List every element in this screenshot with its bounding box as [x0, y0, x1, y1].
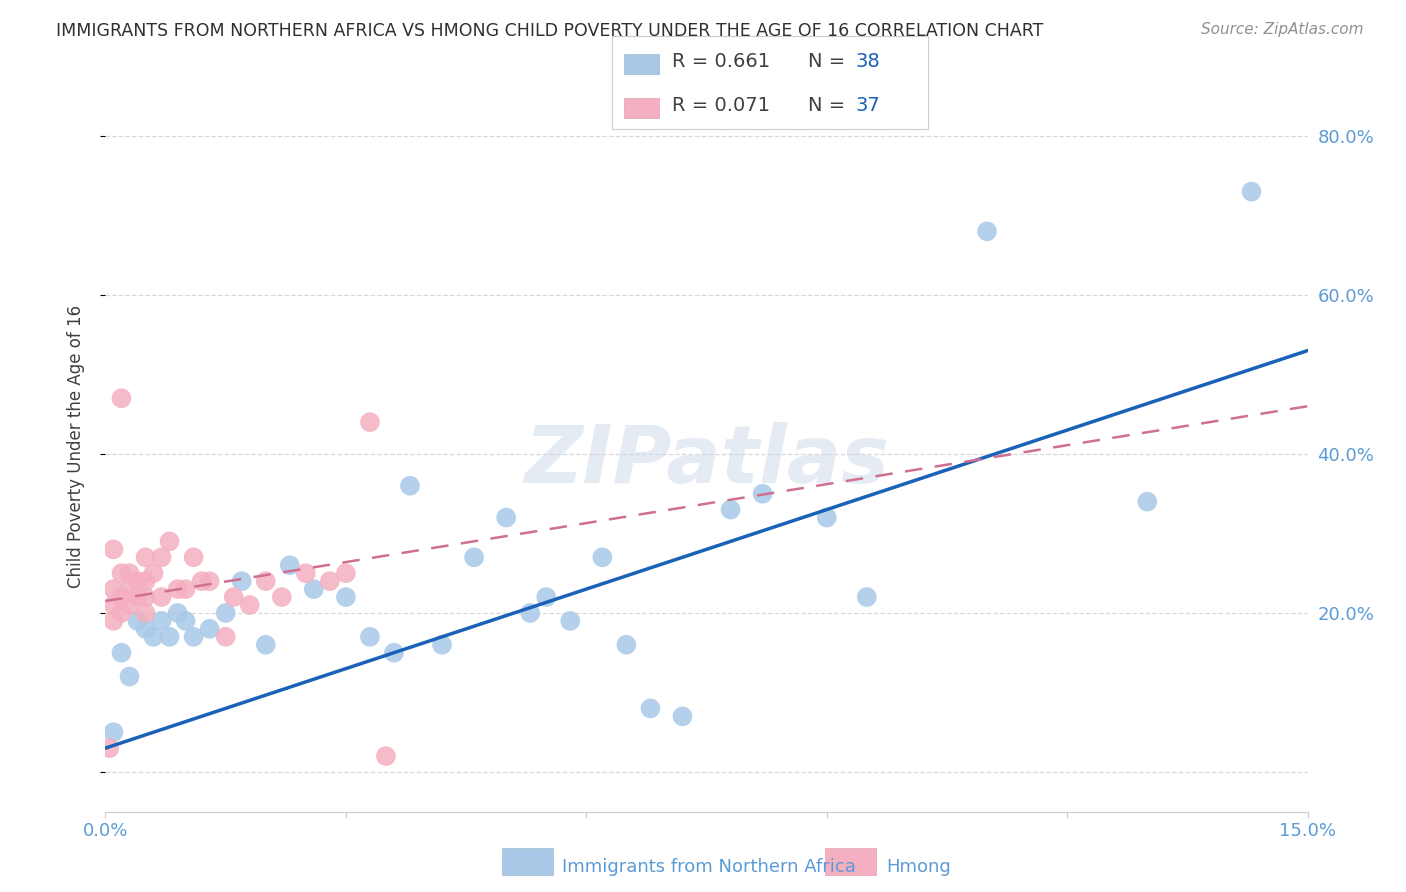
Text: N =: N =: [808, 96, 851, 115]
Point: [239, 598, 262, 612]
Point: [98, 741, 121, 756]
Point: [254, 638, 277, 652]
Point: [335, 566, 357, 581]
Point: [103, 582, 125, 596]
Point: [815, 510, 838, 524]
Point: [118, 566, 141, 581]
Point: [103, 542, 125, 557]
Point: [198, 622, 221, 636]
Point: [174, 614, 197, 628]
Point: [616, 638, 638, 652]
Point: [720, 502, 742, 516]
Point: [198, 574, 221, 589]
Point: [534, 590, 557, 604]
Point: [135, 590, 157, 604]
Point: [110, 590, 132, 604]
Point: [359, 415, 381, 429]
Point: [430, 638, 453, 652]
Text: Immigrants from Northern Africa: Immigrants from Northern Africa: [562, 858, 856, 876]
Point: [103, 725, 125, 739]
Point: [855, 590, 877, 604]
Point: [270, 590, 292, 604]
Point: [399, 479, 422, 493]
Text: 37: 37: [855, 96, 880, 115]
FancyBboxPatch shape: [624, 54, 659, 74]
Point: [382, 646, 405, 660]
Point: [166, 582, 188, 596]
Text: R = 0.661: R = 0.661: [672, 53, 770, 71]
Text: N =: N =: [808, 53, 851, 71]
FancyBboxPatch shape: [825, 848, 876, 875]
Text: 38: 38: [855, 53, 880, 71]
Point: [295, 566, 318, 581]
Point: [103, 598, 125, 612]
Point: [751, 486, 773, 500]
Point: [183, 550, 205, 565]
Point: [150, 550, 173, 565]
Point: [118, 582, 141, 596]
Point: [214, 606, 236, 620]
Point: [159, 630, 181, 644]
Point: [174, 582, 197, 596]
Point: [103, 614, 125, 628]
Point: [222, 590, 245, 604]
FancyBboxPatch shape: [612, 36, 928, 129]
Point: [135, 622, 157, 636]
Y-axis label: Child Poverty Under the Age of 16: Child Poverty Under the Age of 16: [66, 304, 84, 588]
Point: [591, 550, 613, 565]
Point: [335, 590, 357, 604]
Point: [214, 630, 236, 644]
Point: [1240, 185, 1263, 199]
Point: [519, 606, 541, 620]
Point: [319, 574, 342, 589]
Point: [135, 606, 157, 620]
Point: [640, 701, 662, 715]
Point: [190, 574, 212, 589]
Point: [254, 574, 277, 589]
Point: [142, 630, 165, 644]
Point: [159, 534, 181, 549]
Point: [302, 582, 325, 596]
Point: [118, 669, 141, 683]
Text: IMMIGRANTS FROM NORTHERN AFRICA VS HMONG CHILD POVERTY UNDER THE AGE OF 16 CORRE: IMMIGRANTS FROM NORTHERN AFRICA VS HMONG…: [56, 22, 1043, 40]
Point: [183, 630, 205, 644]
Point: [560, 614, 582, 628]
Point: [110, 392, 132, 406]
Point: [495, 510, 517, 524]
Point: [278, 558, 301, 573]
Text: Source: ZipAtlas.com: Source: ZipAtlas.com: [1201, 22, 1364, 37]
Point: [110, 606, 132, 620]
Point: [671, 709, 693, 723]
Point: [110, 646, 132, 660]
Point: [150, 590, 173, 604]
Point: [359, 630, 381, 644]
Point: [110, 566, 132, 581]
Point: [118, 598, 141, 612]
Point: [127, 614, 149, 628]
Point: [374, 749, 398, 764]
Point: [231, 574, 253, 589]
Point: [463, 550, 485, 565]
Point: [1136, 494, 1159, 508]
Text: Hmong: Hmong: [886, 858, 950, 876]
Point: [976, 224, 998, 238]
Point: [127, 590, 149, 604]
Text: ZIPatlas: ZIPatlas: [524, 422, 889, 500]
Point: [135, 550, 157, 565]
Point: [135, 574, 157, 589]
Point: [166, 606, 188, 620]
Point: [142, 566, 165, 581]
FancyBboxPatch shape: [624, 98, 659, 119]
Point: [127, 574, 149, 589]
Text: R = 0.071: R = 0.071: [672, 96, 769, 115]
Point: [150, 614, 173, 628]
FancyBboxPatch shape: [502, 848, 553, 875]
